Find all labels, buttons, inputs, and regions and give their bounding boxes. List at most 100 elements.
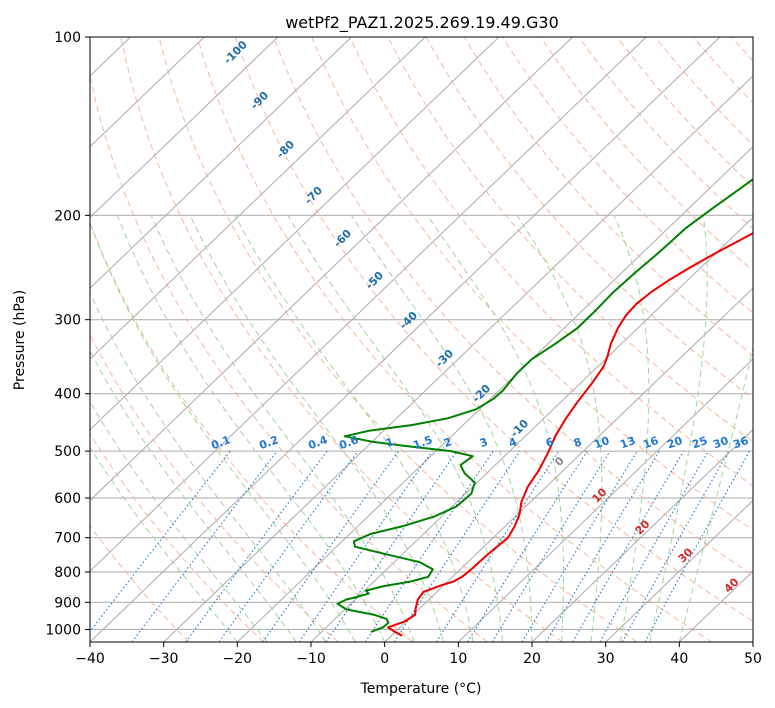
dry-adiabat-line	[654, 37, 753, 146]
background-lines	[0, 37, 753, 642]
dry-adiabat-line	[90, 525, 190, 642]
x-tick-label: 0	[380, 651, 389, 667]
dry-adiabat-line	[90, 432, 264, 642]
moist-adiabat-line	[90, 400, 268, 642]
y-tick-label: 200	[54, 208, 81, 224]
inline-labels: -100-90-80-70-60-50-40-30-20-10010203040…	[209, 38, 750, 596]
dry-adiabat-label: -90	[248, 89, 271, 112]
dry-adiabat-line	[349, 37, 753, 487]
dry-adiabat-label: 10	[590, 485, 610, 505]
isotherm-line	[90, 37, 721, 642]
mixing-ratio-line	[599, 450, 709, 642]
mixing-ratio-line	[325, 450, 458, 642]
moist-adiabat-line	[649, 215, 708, 642]
x-tick-label: −10	[296, 651, 326, 667]
isotherm-line	[236, 145, 753, 642]
dry-adiabat-label: -30	[433, 347, 456, 370]
dry-adiabat-line	[120, 37, 563, 642]
mixing-ratio-line	[393, 450, 521, 642]
dry-adiabat-label: 0	[552, 454, 567, 469]
moist-adiabat-line	[678, 344, 753, 642]
mixing-ratio-label: 30	[711, 434, 730, 452]
mixing-ratio-label: 16	[641, 434, 660, 452]
y-tick-label: 700	[54, 531, 81, 547]
y-tick-label: 600	[54, 491, 81, 507]
moist-adiabat-line	[613, 215, 650, 642]
dry-adiabat-line	[463, 37, 753, 357]
mixing-ratio-line	[185, 450, 328, 642]
moist-adiabat-line	[189, 215, 445, 642]
dry-adiabat-line	[578, 37, 753, 230]
isotherm-line	[384, 287, 753, 642]
x-tick-label: 30	[597, 651, 615, 667]
mixing-ratio-line	[90, 450, 231, 633]
moist-adiabat-line	[116, 215, 386, 642]
x-tick-label: −40	[75, 651, 105, 667]
y-axis-label: Pressure (hPa)	[12, 290, 28, 390]
y-tick-label: 300	[54, 313, 81, 329]
temperature-profile-line	[387, 231, 753, 637]
isotherm-line	[90, 37, 426, 360]
dry-adiabat-label: -70	[302, 184, 325, 207]
dry-adiabat-line	[425, 37, 753, 400]
y-tick-label: 100	[54, 30, 81, 46]
y-axis: 1000 900 800 700 600 500 400 300 200 100	[45, 30, 90, 638]
isotherm-line	[0, 37, 57, 642]
mixing-ratio-label: 25	[690, 434, 709, 451]
y-tick-label: 400	[54, 387, 81, 403]
moist-adiabat-line	[350, 215, 533, 642]
mixing-ratio-label: 6	[544, 435, 556, 450]
dry-adiabat-label: -100	[221, 38, 250, 67]
mixing-ratio-line	[218, 450, 359, 642]
mixing-ratio-line	[644, 450, 751, 642]
moist-adiabat-line	[90, 221, 356, 642]
mixing-ratio-label: 8	[572, 435, 584, 450]
dry-adiabat-label: -60	[331, 227, 354, 250]
dry-adiabat-line	[501, 37, 753, 314]
mixing-ratio-label: 0.6	[337, 433, 360, 452]
mixing-ratio-label: 10	[592, 434, 611, 452]
mixing-ratio-line	[621, 450, 730, 642]
x-tick-label: 50	[744, 651, 762, 667]
mixing-ratio-label: 1	[384, 435, 396, 450]
dry-adiabat-line	[196, 37, 712, 642]
mixing-ratio-label: 0.1	[209, 433, 232, 452]
mixing-ratio-line	[572, 450, 685, 642]
isotherm-line	[90, 37, 647, 572]
mixing-ratio-line	[435, 450, 560, 642]
moist-adiabat-line	[90, 446, 238, 642]
isotherm-line	[752, 641, 753, 642]
x-axis-label: Temperature (°C)	[360, 681, 482, 697]
moist-adiabat-line	[516, 215, 603, 642]
dry-adiabat-line	[387, 37, 753, 443]
isotherm-line	[605, 499, 753, 642]
mixing-ratio-line	[131, 450, 278, 642]
mixing-ratio-label: 20	[665, 434, 684, 452]
mixing-ratio-label: 3	[478, 435, 490, 450]
dry-adiabat-line	[616, 37, 753, 188]
y-tick-label: 800	[54, 565, 81, 581]
x-tick-label: 20	[523, 651, 541, 667]
plot-frame	[89, 36, 754, 643]
dry-adiabat-line	[311, 37, 753, 531]
x-tick-label: −30	[149, 651, 179, 667]
dry-adiabat-label: -80	[274, 138, 297, 161]
mixing-ratio-label: 13	[618, 434, 637, 451]
moist-adiabat-line	[150, 215, 415, 642]
dry-adiabat-line	[90, 333, 339, 642]
isotherm-line	[90, 37, 573, 502]
y-tick-label: 900	[54, 595, 81, 611]
dry-adiabat-line	[90, 221, 414, 642]
isotherm-line	[90, 37, 500, 431]
dry-adiabat-label: 40	[722, 575, 742, 595]
y-tick-label: 1000	[45, 622, 81, 638]
mixing-ratio-label: 2	[442, 435, 454, 450]
x-tick-label: −20	[223, 651, 253, 667]
x-axis: −40 −30 −20 −10 0 10 20 30 40 50	[75, 642, 762, 667]
mixing-ratio-line	[491, 450, 611, 642]
dry-adiabat-line	[158, 37, 638, 642]
isotherm-line	[310, 216, 753, 642]
y-tick-label: 500	[54, 444, 81, 460]
isotherm-line	[90, 37, 205, 148]
mixing-ratio-label: 36	[731, 434, 750, 452]
